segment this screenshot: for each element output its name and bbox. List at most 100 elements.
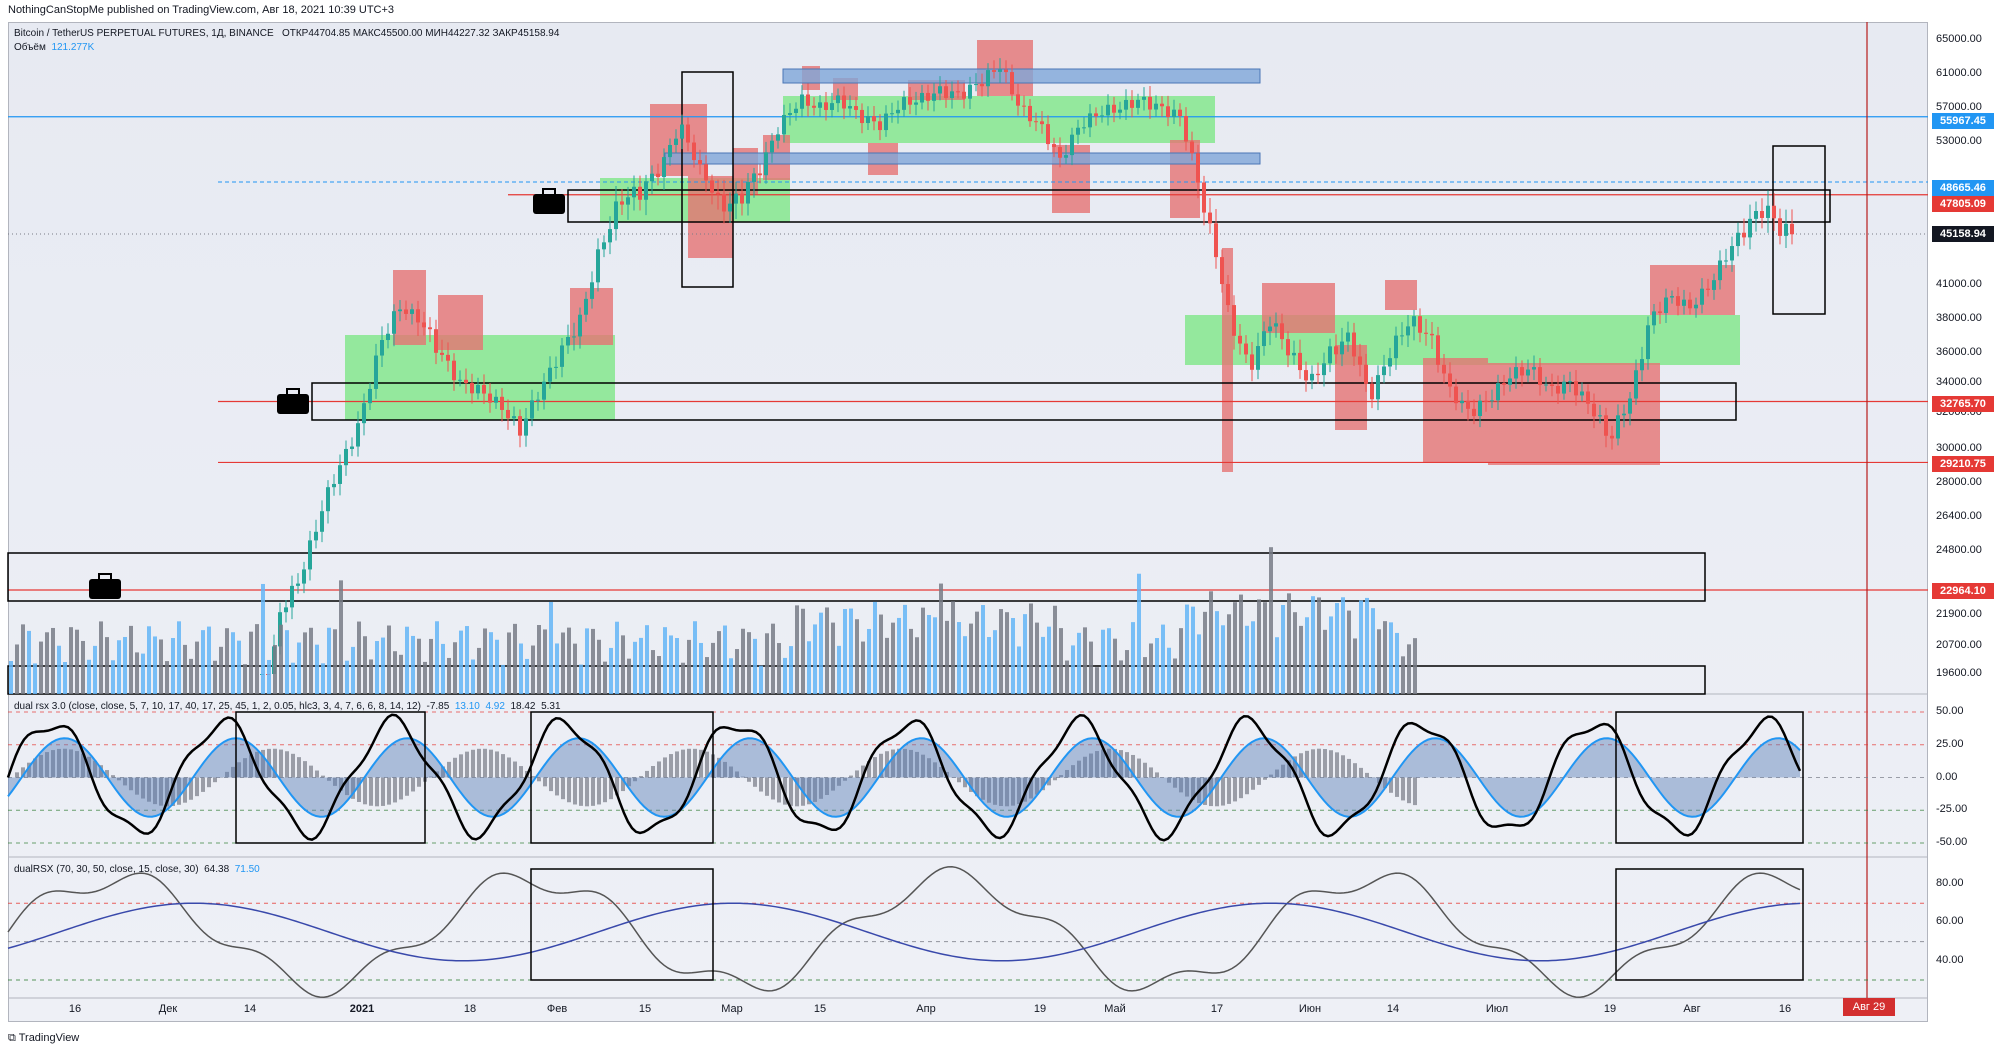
rsx-hist-96 — [585, 777, 589, 807]
rsx-hist-34 — [213, 777, 217, 783]
candle-body-111 — [926, 92, 930, 101]
candle-body-248 — [1748, 218, 1752, 238]
candle-body-141 — [1106, 104, 1110, 116]
candle-body-206 — [1496, 383, 1500, 401]
rsx-hist-169 — [1023, 777, 1027, 802]
volume-bar-204 — [1233, 602, 1237, 694]
candle-body-233 — [1658, 311, 1662, 313]
candle-body-140 — [1100, 115, 1104, 117]
volume-bar-49 — [303, 632, 307, 694]
footer-logo[interactable]: ⧉ TradingView — [8, 1032, 79, 1045]
price-axis[interactable] — [1928, 22, 2000, 1022]
volume-bar-55 — [339, 580, 343, 694]
dual-tick: 60.00 — [1936, 915, 1964, 928]
rsx-hist-39 — [243, 758, 247, 778]
volume-bar-39 — [243, 664, 247, 694]
rsx-hist-219 — [1323, 749, 1327, 778]
rsx-hist-203 — [1227, 777, 1231, 804]
candle-body-245 — [1730, 246, 1734, 261]
candle-body-215 — [1550, 384, 1554, 386]
candle-body-194 — [1424, 332, 1428, 334]
candle-body-122 — [992, 70, 996, 72]
price-tick: 53000.00 — [1936, 135, 1982, 147]
badge-level-a: 48665.46 — [1932, 180, 1994, 196]
volume-bar-202 — [1221, 625, 1225, 694]
rsx-hist-116 — [705, 751, 709, 778]
rsx-hist-159 — [963, 777, 967, 788]
volume-bar-73 — [447, 657, 451, 694]
rsx-hist-212 — [1281, 764, 1285, 778]
candle-body-37 — [482, 384, 486, 394]
volume-bar-86 — [525, 658, 529, 694]
rsx-hist-231 — [1395, 777, 1399, 797]
rsx-hist-163 — [987, 777, 991, 803]
candle-body-65 — [650, 173, 654, 182]
rsx-hist-55 — [339, 777, 343, 791]
rsx-hist-95 — [579, 777, 583, 806]
outline-box-2 — [7, 552, 1706, 602]
candle-body-209 — [1514, 367, 1518, 379]
candle-body-137 — [1082, 127, 1086, 129]
volume-bar-21 — [135, 652, 139, 694]
rsx-hist-230 — [1389, 777, 1393, 793]
rsx-hist-64 — [393, 777, 397, 803]
candle-body-146 — [1136, 99, 1140, 108]
candle-body-216 — [1556, 385, 1560, 394]
ohlc-values: ОТКР44704.85 МАКС45500.00 МИН44227.32 ЗА… — [281, 28, 560, 39]
candle-body-100 — [860, 109, 864, 124]
volume-bar-47 — [291, 662, 295, 694]
candle-body-99 — [854, 106, 858, 110]
rsx-hist-3 — [27, 762, 31, 778]
volume-bar-205 — [1239, 594, 1243, 694]
rsx-fast-line — [6, 713, 1802, 842]
rsx-hist-121 — [735, 771, 739, 778]
volume-bar-139 — [843, 609, 847, 694]
rsx-hist-220 — [1329, 750, 1333, 778]
rsx-hist-151 — [915, 751, 919, 778]
rsx-hist-82 — [501, 754, 505, 778]
candle-body-20 — [380, 340, 384, 356]
rsx-hist-190 — [1149, 767, 1153, 778]
volume-bar-63 — [387, 625, 391, 694]
candle-body-17 — [362, 403, 366, 424]
volume-bar-203 — [1227, 614, 1231, 694]
rsx-hist-17 — [111, 775, 115, 778]
volume-bar-190 — [1149, 643, 1153, 694]
candle-body-145 — [1130, 99, 1134, 108]
volume-bar-167 — [1011, 618, 1015, 694]
volume-bar-118 — [717, 631, 721, 694]
candle-body-108 — [908, 97, 912, 105]
volume-bar-77 — [471, 659, 475, 694]
rsx-hist-209 — [1263, 777, 1267, 780]
rsx-hist-32 — [201, 777, 205, 792]
volume-bar-136 — [825, 607, 829, 694]
volume-bar-224 — [1353, 638, 1357, 694]
volume-bar-148 — [897, 617, 901, 694]
candle-body-148 — [1148, 96, 1152, 110]
volume-label: Объём — [14, 42, 46, 53]
volume-bar-85 — [519, 643, 523, 694]
volume-bar-217 — [1311, 596, 1315, 694]
candle-body-38 — [488, 393, 492, 403]
volume-bar-186 — [1125, 650, 1129, 694]
candle-body-71 — [686, 124, 690, 143]
volume-bar-147 — [891, 622, 895, 694]
rsx-hist-14 — [93, 760, 97, 778]
candle-body-102 — [872, 116, 876, 122]
rsx-hist-52 — [321, 775, 325, 778]
rsx-hist-2 — [21, 767, 25, 778]
candle-body-196 — [1436, 335, 1440, 365]
rsx-fill-area — [8, 738, 1800, 817]
volume-bar-89 — [543, 629, 547, 694]
volume-bar-37 — [231, 632, 235, 694]
candle-body-133 — [1058, 147, 1062, 158]
volume-bar-56 — [345, 660, 349, 694]
volume-bar-127 — [771, 623, 775, 694]
volume-bar-53 — [327, 627, 331, 694]
volume-bar-197 — [1191, 606, 1195, 694]
rsx-hist-161 — [975, 777, 979, 797]
rsx-hist-182 — [1101, 749, 1105, 778]
candle-body-151 — [1166, 106, 1170, 118]
volume-bar-19 — [123, 636, 127, 694]
